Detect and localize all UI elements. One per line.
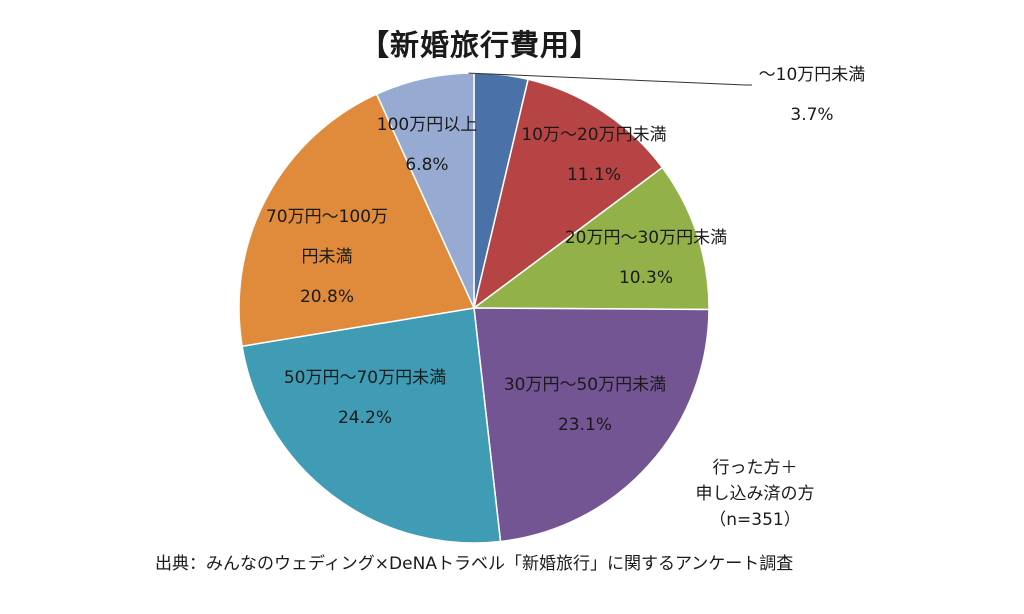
slice-label: 30万円～50万円未満 <box>504 375 666 395</box>
slice-value-label: 6.8% <box>405 155 448 175</box>
pie-slice <box>241 307 502 544</box>
slice-value-label: 20.8% <box>300 287 354 307</box>
leader-line <box>468 72 752 86</box>
sample-note-line: 行った方＋ <box>712 458 798 478</box>
slice-label: ～10万円未満 <box>759 65 866 85</box>
pie-slice <box>238 93 476 348</box>
slice-value-label: 11.1% <box>567 165 621 185</box>
sample-note: 行った方＋ 申し込み済の方 （n=351） <box>690 455 820 533</box>
slice-label: 円未満 <box>302 247 353 267</box>
sample-note-line: （n=351） <box>709 510 801 530</box>
chart-title: 【新婚旅行費用】 <box>360 28 601 62</box>
slice-value-label: 23.1% <box>558 415 612 435</box>
sample-note-line: 申し込み済の方 <box>695 484 815 504</box>
slice-label: 50万円～70万円未満 <box>284 368 446 388</box>
slice-value-label: 10.3% <box>619 268 673 288</box>
slice-label: 70万円～100万 <box>266 207 388 227</box>
pie-slice <box>471 166 710 311</box>
slice-label: 100万円以上 <box>377 115 477 135</box>
slice-label: 20万円～30万円未満 <box>565 228 727 248</box>
slice-label: 10万～20万円未満 <box>521 125 666 145</box>
source-caption: 出典：みんなのウェディング×DeNAトラベル「新婚旅行」に関するアンケート調査 <box>155 554 794 574</box>
pie-slice <box>473 307 710 543</box>
pie-slice <box>472 78 664 310</box>
slice-value-label: 3.7% <box>790 105 833 125</box>
slice-value-label: 24.2% <box>338 408 392 428</box>
